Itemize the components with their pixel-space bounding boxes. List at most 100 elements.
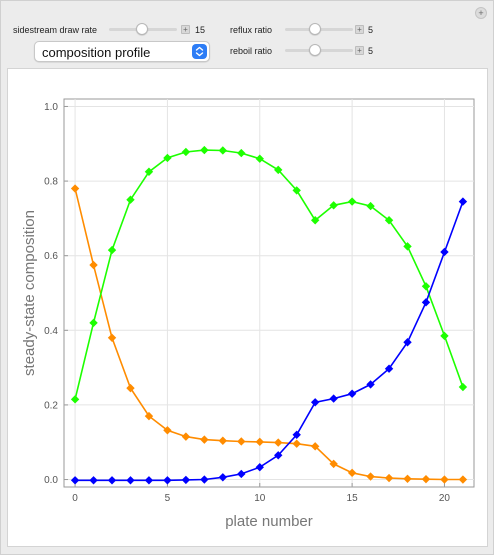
data-point — [163, 426, 172, 435]
data-point — [384, 216, 394, 225]
data-point — [292, 186, 301, 195]
plot-panel: 0 5 10 15 20 0.0 0.2 0.4 0.6 0.8 1.0 plate number st… — [7, 68, 488, 547]
data-point — [329, 394, 338, 403]
data-point — [255, 437, 264, 447]
data-point — [274, 438, 283, 447]
data-point — [421, 474, 431, 484]
data-point — [347, 468, 357, 478]
data-point — [218, 146, 228, 155]
data-point — [70, 476, 80, 485]
sidestream-expand-icon[interactable]: + — [181, 25, 190, 34]
data-point — [163, 153, 172, 163]
y-tick-label: 0.0 — [44, 475, 58, 486]
y-tick-label: 0.2 — [44, 400, 58, 411]
data-point — [237, 437, 246, 446]
data-point — [310, 216, 320, 225]
data-point — [163, 476, 172, 485]
data-point — [126, 195, 135, 204]
x-tick-label: 5 — [165, 493, 171, 504]
data-point — [458, 197, 468, 206]
data-point — [347, 389, 357, 398]
reflux-value: 5 — [368, 25, 374, 35]
data-point — [403, 242, 412, 251]
y-tick-label: 1.0 — [44, 102, 58, 113]
y-tick-label: 0.4 — [44, 326, 58, 337]
data-point — [181, 147, 191, 157]
data-point — [144, 476, 154, 485]
data-point — [126, 476, 135, 485]
y-tick-label: 0.8 — [44, 177, 58, 188]
slider-thumb[interactable] — [308, 44, 321, 56]
y-axis-label: steady-state composition — [21, 210, 38, 376]
slider-thumb[interactable] — [308, 23, 321, 35]
data-point — [366, 380, 375, 389]
data-point — [107, 333, 117, 342]
reboil-expand-icon[interactable]: + — [355, 46, 364, 55]
series-line — [74, 149, 464, 400]
reboil-slider[interactable] — [285, 44, 353, 56]
options-plus-icon[interactable]: + — [475, 7, 487, 19]
data-point — [218, 473, 228, 482]
data-point — [70, 184, 80, 193]
plot-frame — [63, 98, 475, 488]
data-point — [310, 442, 320, 451]
data-point — [144, 411, 154, 421]
data-point — [89, 318, 98, 328]
data-point — [107, 476, 117, 485]
data-point — [70, 395, 80, 404]
x-axis-label: plate number — [225, 513, 313, 530]
data-point — [347, 197, 357, 206]
data-point — [329, 459, 338, 469]
data-point — [181, 432, 191, 441]
sidestream-slider[interactable] — [109, 23, 177, 35]
data-point — [421, 298, 431, 307]
data-point — [274, 451, 283, 460]
data-point — [384, 364, 394, 373]
data-point — [144, 167, 154, 176]
slider-thumb[interactable] — [135, 23, 148, 35]
data-point — [126, 383, 135, 393]
data-point — [440, 247, 449, 257]
data-point — [458, 475, 468, 484]
reflux-label: reflux ratio — [230, 25, 273, 35]
data-point — [237, 469, 246, 479]
data-point — [181, 475, 191, 485]
data-point — [89, 260, 98, 270]
data-point — [292, 430, 301, 439]
reflux-slider[interactable] — [285, 23, 353, 35]
data-point — [107, 245, 117, 255]
data-point — [274, 165, 283, 175]
reboil-label: reboil ratio — [230, 46, 273, 56]
data-point — [200, 475, 209, 484]
data-point — [403, 338, 412, 347]
x-tick-label: 0 — [72, 493, 78, 504]
data-point — [384, 473, 394, 483]
data-point — [292, 439, 301, 448]
x-tick-label: 10 — [254, 493, 266, 504]
data-point — [255, 463, 264, 472]
data-point — [255, 154, 264, 163]
data-point — [440, 475, 449, 484]
series-line — [74, 188, 463, 481]
data-point — [218, 436, 228, 445]
x-tick-label: 20 — [439, 493, 451, 504]
reboil-value: 5 — [368, 46, 374, 56]
plot-type-select-value: composition profile — [42, 45, 151, 60]
data-point — [237, 148, 246, 158]
data-point — [440, 331, 449, 341]
reflux-expand-icon[interactable]: + — [355, 25, 364, 34]
chevron-up-down-icon — [192, 44, 207, 59]
data-point — [403, 474, 412, 483]
sidestream-value: 15 — [195, 25, 206, 35]
sidestream-label: sidestream draw rate — [13, 25, 98, 35]
composition-chart: 0 5 10 15 20 0.0 0.2 0.4 0.6 0.8 1.0 plate number st… — [21, 98, 475, 530]
data-point — [200, 435, 209, 444]
series-line — [75, 201, 464, 482]
data-point — [329, 201, 338, 210]
data-point — [366, 472, 375, 481]
plot-type-select[interactable]: composition profile — [34, 41, 210, 62]
data-point — [310, 398, 320, 407]
data-point — [89, 476, 98, 485]
x-tick-label: 15 — [347, 493, 359, 504]
